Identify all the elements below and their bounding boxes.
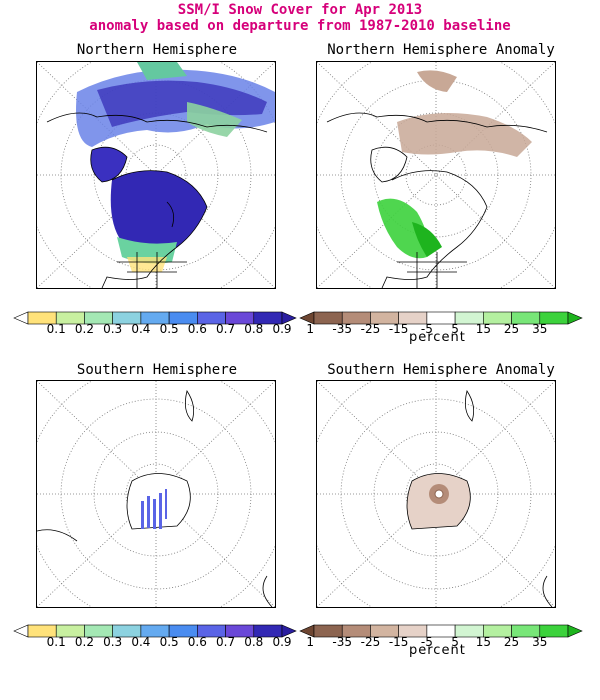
south-america-tip: [184, 390, 195, 422]
colorbar-tick-label: 0.5: [159, 635, 179, 649]
sh-cover-colorbar: [13, 622, 297, 638]
nh-anomaly-unit: percent: [409, 330, 466, 345]
colorbar-tick-label: 0.1: [46, 635, 66, 649]
colorbar-tick-label: -5: [420, 635, 433, 649]
nh-anomaly-map-panel: [316, 61, 556, 289]
coastlines: [46, 112, 268, 288]
australia-coast: [262, 575, 273, 607]
sh-anomaly-unit: percent: [409, 643, 466, 658]
colorbar-tick-label: -15: [388, 322, 409, 336]
colorbar-tick-label: 1: [306, 322, 315, 336]
anomaly-colorbar-svg: [299, 624, 583, 638]
cover-colorbar-svg: [13, 311, 297, 325]
north-america-snow: [110, 170, 207, 249]
colorbar-tick-label: 25: [503, 322, 520, 336]
colorbar-low-arrow: [13, 624, 29, 638]
nh-anomaly-title: Northern Hemisphere Anomaly: [327, 42, 555, 58]
colorbar-tick-label: 0.9: [272, 322, 292, 336]
colorbar-tick-label: 0.8: [244, 635, 264, 649]
grid-lines: [317, 62, 555, 288]
colorbar-tick-label: 5: [451, 635, 459, 649]
north-america-surplus: [377, 198, 429, 259]
coastlines: [326, 112, 548, 288]
colorbar-tick-label: 35: [532, 322, 548, 336]
greenland-snow: [90, 147, 127, 182]
north-america-surplus-core: [412, 222, 442, 257]
colorbar-high-arrow: [567, 624, 583, 638]
eurasia-snow-core: [97, 80, 267, 127]
colorbar-tick-label: 15: [475, 635, 491, 649]
sh-map-panel: [36, 380, 276, 608]
colorbar-tick-label: 25: [503, 635, 520, 649]
cover-colorbar-svg: [13, 624, 297, 638]
colorbar-tick-label: 0.4: [131, 635, 151, 649]
colorbar-tick-label: 0.7: [216, 635, 236, 649]
colorbar-low-arrow: [299, 311, 315, 325]
grid-lines: [317, 381, 555, 607]
grid-lines: [37, 381, 275, 607]
sh-anomaly-map: [317, 381, 555, 607]
colorbar-tick-label: 0.2: [74, 635, 94, 649]
colorbar-tick-label: 35: [532, 635, 548, 649]
title-line-1: SSM/I Snow Cover for Apr 2013: [177, 2, 423, 18]
sh-anomaly-colorbar: [299, 622, 583, 638]
colorbar-tick-label: 0.4: [131, 322, 151, 336]
sparse-snow: [127, 257, 167, 272]
eurasia-deficit: [397, 113, 532, 157]
colorbar-tick-label: 0.9: [272, 635, 292, 649]
colorbar-tick-label: -15: [388, 635, 409, 649]
colorbar-tick-label: 0.6: [187, 322, 207, 336]
scandinavia-snow: [137, 62, 187, 80]
sh-map: [37, 381, 275, 607]
colorbar-low-arrow: [13, 311, 29, 325]
colorbar-tick-label: 0.5: [159, 322, 179, 336]
colorbar-tick-label: 0.7: [216, 322, 236, 336]
asia-margin-snow: [187, 102, 242, 137]
australia-coast: [542, 575, 553, 607]
colorbar-low-arrow: [299, 624, 315, 638]
nh-anomaly-map: [317, 62, 555, 288]
colorbar-tick-label: 5: [451, 322, 459, 336]
colorbar-tick-label: 0.3: [103, 322, 123, 336]
colorbar-high-arrow: [281, 624, 297, 638]
nh-cover-colorbar: [13, 309, 297, 325]
colorbar-tick-label: 0.3: [103, 635, 123, 649]
colorbar-tick-label: 0.2: [74, 322, 94, 336]
pole-marker: [434, 489, 444, 499]
colorbar-tick-label: -35: [332, 322, 353, 336]
colorbar-tick-label: 0.1: [46, 322, 66, 336]
colorbar-tick-label: -35: [332, 635, 353, 649]
colorbar-tick-label: 0.8: [244, 322, 264, 336]
colorbar-tick-label: 15: [475, 322, 491, 336]
nh-anomaly-colorbar: [299, 309, 583, 325]
sh-anomaly-map-panel: [316, 380, 556, 608]
colorbar-tick-label: -25: [360, 322, 381, 336]
nh-map: [37, 62, 275, 288]
nh-map-panel: [36, 61, 276, 289]
colorbar-tick-label: -25: [360, 635, 381, 649]
colorbar-tick-label: -5: [420, 322, 433, 336]
andes-snow-streaks: [141, 489, 167, 529]
antarctica-outline: [126, 473, 191, 530]
nh-title: Northern Hemisphere: [76, 42, 238, 58]
colorbar-high-arrow: [281, 311, 297, 325]
title-line-2: anomaly based on departure from 1987-201…: [89, 18, 511, 34]
sh-title: Southern Hemisphere: [76, 362, 238, 378]
sh-anomaly-title: Southern Hemisphere Anomaly: [327, 362, 555, 378]
south-america-tip: [464, 390, 475, 422]
africa-coast: [37, 529, 78, 542]
colorbar-high-arrow: [567, 311, 583, 325]
anomaly-colorbar-svg: [299, 311, 583, 325]
colorbar-tick-label: 0.6: [187, 635, 207, 649]
scandinavia-deficit: [417, 70, 457, 92]
colorbar-tick-label: 1: [306, 635, 315, 649]
